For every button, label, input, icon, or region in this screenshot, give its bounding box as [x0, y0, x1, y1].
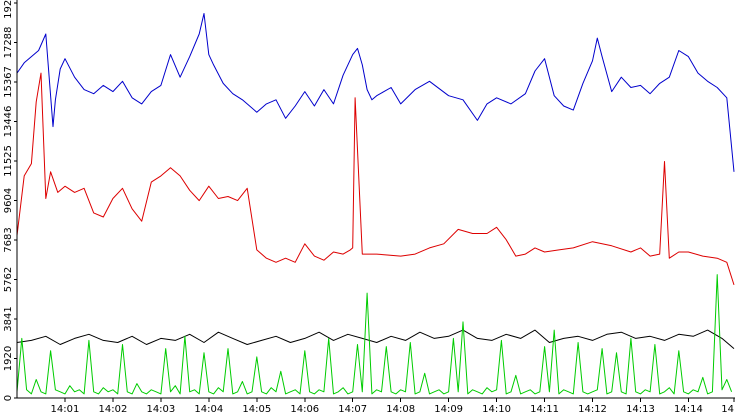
x-tick-label: 14	[721, 404, 734, 415]
x-tick-label: 14:06	[290, 404, 319, 415]
x-tick-label: 14:04	[194, 404, 223, 415]
y-tick-label: 15367	[3, 66, 14, 98]
y-tick-label: 1920	[3, 346, 14, 371]
x-tick-label: 14:12	[578, 404, 607, 415]
x-tick-label: 14:14	[674, 404, 703, 415]
y-axis: 0 1920 3841 5762 7683 9604 11525 13446 15367 1728…	[3, 0, 18, 401]
y-tick-label: 13446	[3, 106, 14, 138]
plot-area	[16, 13, 735, 395]
y-tick-label: 5762	[3, 267, 14, 292]
x-tick-label: 14:08	[386, 404, 415, 415]
x-tick-label: 14:02	[99, 404, 128, 415]
x-tick-label: 14:01	[51, 404, 80, 415]
y-tick-label: 3841	[3, 306, 14, 331]
y-tick-label: 0	[3, 395, 14, 401]
x-axis: 14:01 14:02 14:03 14:04 14:05 14:06 14:07 14:08…	[17, 397, 735, 415]
x-tick-label: 14:09	[434, 404, 463, 415]
x-tick-label: 14:10	[482, 404, 511, 415]
series-line-3	[16, 329, 735, 349]
y-tick-label: 9604	[3, 188, 14, 213]
y-tick-label: 11525	[3, 145, 14, 177]
x-tick-label: 14:05	[242, 404, 271, 415]
x-tick-label: 14:03	[146, 404, 175, 415]
series-line-1	[16, 13, 735, 172]
x-tick-label: 14:13	[626, 404, 655, 415]
x-tick-label: 14:11	[530, 404, 559, 415]
y-tick-label: 7683	[3, 227, 14, 252]
y-tick-label: 19209	[3, 0, 14, 19]
series-line-4	[16, 274, 733, 395]
series-line-2	[16, 72, 735, 286]
y-tick-label: 17288	[3, 27, 14, 59]
x-tick-label: 14:07	[338, 404, 367, 415]
